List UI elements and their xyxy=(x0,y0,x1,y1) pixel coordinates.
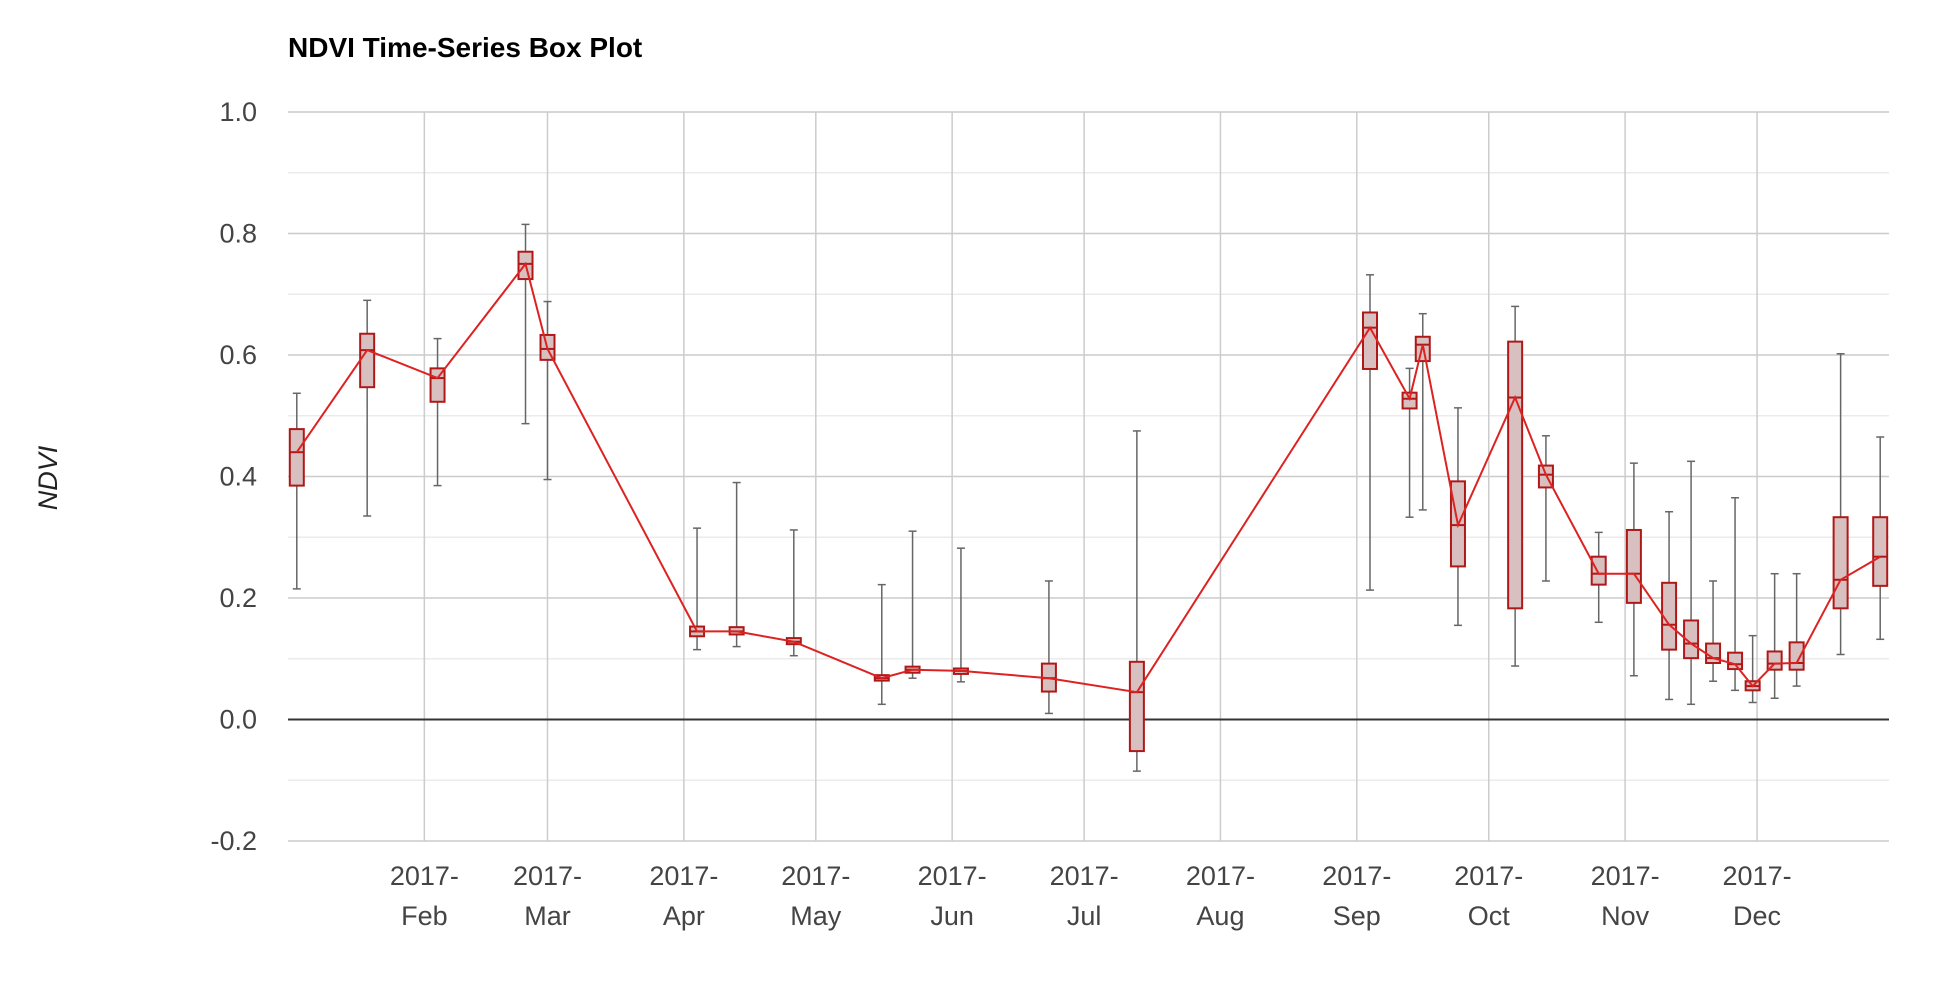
y-tick-label: 0.2 xyxy=(219,583,257,613)
y-tick-label: 1.0 xyxy=(219,97,257,127)
y-axis-ticks: 1.0 0.8 0.6 0.4 0.2 0.0 -0.2 xyxy=(210,97,257,856)
box xyxy=(1832,516,1849,610)
box xyxy=(359,332,376,389)
y-tick-label: 0.4 xyxy=(219,462,257,492)
x-tick-label: 2017- xyxy=(1322,861,1391,891)
x-tick-label: 2017- xyxy=(1050,861,1119,891)
box xyxy=(288,428,305,487)
x-tick-label: Nov xyxy=(1601,901,1650,931)
x-tick-label: 2017- xyxy=(1591,861,1660,891)
box xyxy=(429,367,446,403)
x-tick-label: Jun xyxy=(930,901,974,931)
box xyxy=(1872,516,1889,587)
x-tick-label: 2017- xyxy=(1186,861,1255,891)
x-tick-label: Aug xyxy=(1196,901,1244,931)
x-tick-label: 2017- xyxy=(513,861,582,891)
x-tick-label: 2017- xyxy=(1723,861,1792,891)
box xyxy=(1766,650,1783,671)
x-tick-label: Jul xyxy=(1067,901,1102,931)
box xyxy=(1625,528,1642,604)
x-tick-label: Dec xyxy=(1733,901,1781,931)
box xyxy=(1361,311,1378,370)
x-axis-ticks: 2017- Feb 2017- Mar 2017- Apr 2017- May 2017- Jun… xyxy=(390,861,1792,931)
box xyxy=(1727,651,1744,671)
median-series-line xyxy=(295,261,1881,694)
x-tick-label: Sep xyxy=(1333,901,1381,931)
x-tick-label: Mar xyxy=(524,901,571,931)
box xyxy=(1507,340,1524,610)
chart-title: NDVI Time-Series Box Plot xyxy=(288,32,642,63)
median-line-layer xyxy=(295,261,1881,694)
y-tick-label: 0.6 xyxy=(219,340,257,370)
boxes xyxy=(288,250,1889,753)
y-tick-label: 0.0 xyxy=(219,705,257,735)
x-tick-label: 2017- xyxy=(1454,861,1523,891)
box xyxy=(1128,660,1145,753)
x-tick-label: 2017- xyxy=(390,861,459,891)
x-tick-label: Apr xyxy=(663,901,705,931)
x-tick-label: 2017- xyxy=(781,861,850,891)
y-tick-label: 0.8 xyxy=(219,219,257,249)
box xyxy=(1683,619,1700,660)
grid xyxy=(288,111,1889,842)
x-tick-label: Oct xyxy=(1468,901,1511,931)
whiskers xyxy=(292,223,1885,772)
x-tick-label: 2017- xyxy=(918,861,987,891)
box xyxy=(1590,555,1607,586)
x-tick-label: 2017- xyxy=(649,861,718,891)
box xyxy=(1788,641,1805,671)
y-tick-label: -0.2 xyxy=(210,826,257,856)
x-tick-label: Feb xyxy=(401,901,448,931)
x-tick-label: May xyxy=(790,901,842,931)
y-axis-label: NDVI xyxy=(33,445,63,510)
